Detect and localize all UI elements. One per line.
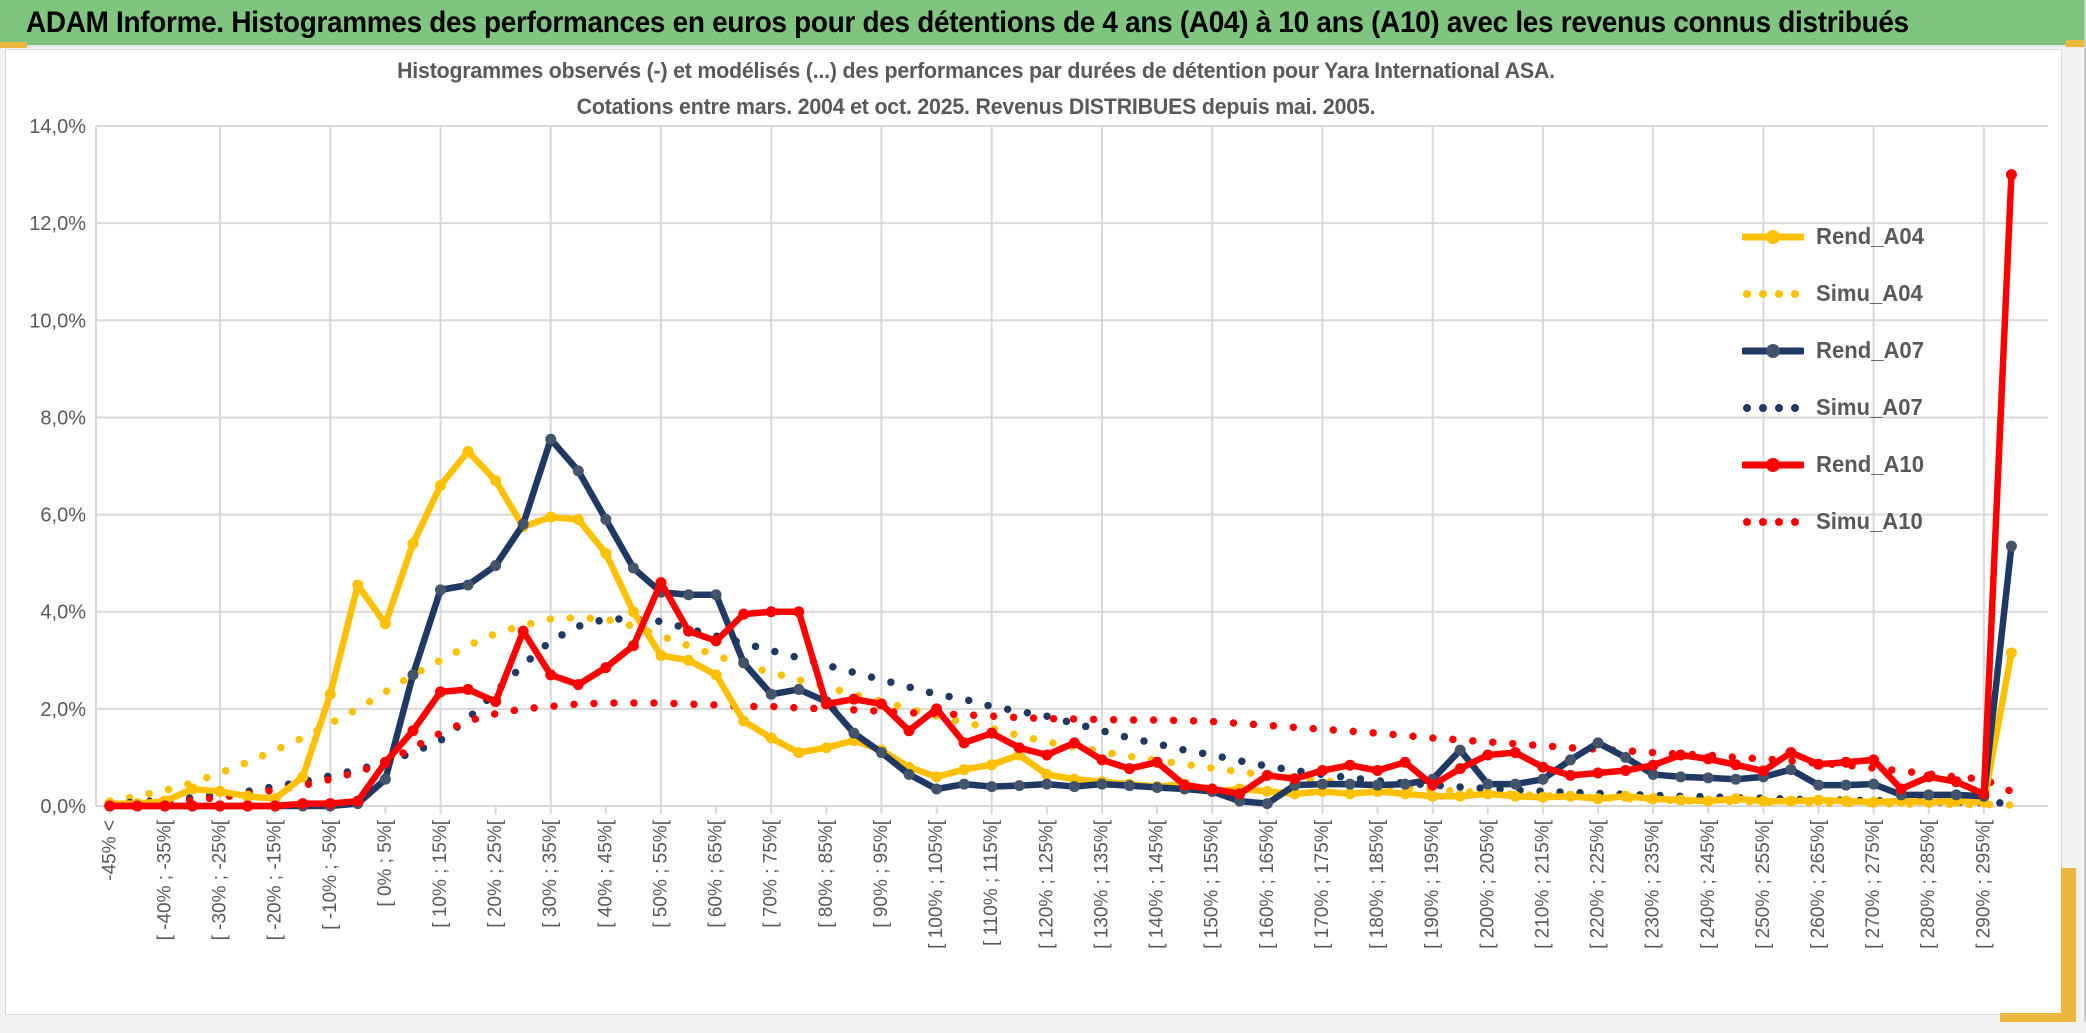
legend-swatch-simu-a10 (1742, 511, 1806, 533)
svg-text:[ 30% ; 35%[: [ 30% ; 35%[ (540, 819, 561, 927)
svg-text:[ 170% ; 175%[: [ 170% ; 175%[ (1312, 819, 1333, 949)
banner-title: ADAM Informe. Histogrammes des performan… (26, 5, 1909, 39)
svg-text:[ -40% ; -35%[: [ -40% ; -35%[ (154, 819, 175, 940)
svg-text:[ 160% ; 165%[: [ 160% ; 165%[ (1257, 819, 1278, 949)
legend-label: Simu_A07 (1816, 394, 1923, 420)
legend-item-rend-a07[interactable]: Rend_A07 (1740, 322, 2002, 379)
svg-text:[ -30% ; -25%[: [ -30% ; -25%[ (210, 819, 231, 940)
bottom-strip (0, 1022, 2086, 1033)
svg-text:[ 250% ; 255%[: [ 250% ; 255%[ (1753, 819, 1774, 949)
svg-text:[ 290% ; 295%[: [ 290% ; 295%[ (1973, 819, 1994, 949)
legend: Rend_A04 Simu_A04 Rend_A07 Simu_A07 Rend… (1740, 208, 2002, 550)
svg-text:6,0%: 6,0% (40, 505, 86, 527)
chart-card[interactable]: Histogrammes observés (-) et modélisés (… (5, 49, 2062, 1015)
svg-text:[ 180% ; 185%[: [ 180% ; 185%[ (1367, 819, 1388, 949)
svg-text:[ 230% ; 235%[: [ 230% ; 235%[ (1643, 819, 1664, 949)
legend-label: Simu_A10 (1816, 508, 1923, 534)
chart-title-line1: Histogrammes observés (-) et modélisés (… (397, 58, 1555, 83)
svg-text:[ 110% ; 115%[: [ 110% ; 115%[ (981, 819, 1002, 946)
svg-text:[ 140% ; 145%[: [ 140% ; 145%[ (1147, 819, 1168, 949)
svg-text:-45% <: -45% < (99, 820, 120, 881)
legend-item-simu-a04[interactable]: Simu_A04 (1742, 265, 2002, 322)
svg-text:2,0%: 2,0% (40, 699, 86, 721)
svg-text:[ 20% ; 25%[: [ 20% ; 25%[ (485, 819, 506, 927)
svg-text:[ 10% ; 15%[: [ 10% ; 15%[ (430, 819, 451, 927)
svg-text:[ 190% ; 195%[: [ 190% ; 195%[ (1422, 819, 1443, 949)
banner-accent-left (0, 42, 27, 48)
svg-text:0,0%: 0,0% (40, 796, 86, 818)
banner: ADAM Informe. Histogrammes des performan… (0, 0, 2086, 47)
legend-label: Rend_A07 (1816, 337, 1924, 363)
legend-label: Simu_A04 (1816, 280, 1923, 306)
svg-text:[ 260% ; 265%[: [ 260% ; 265%[ (1808, 819, 1829, 949)
svg-text:[ -20% ; -15%[: [ -20% ; -15%[ (265, 819, 286, 940)
svg-text:[ -10% ; -5%[: [ -10% ; -5%[ (320, 819, 341, 930)
svg-text:[ 40% ; 45%[: [ 40% ; 45%[ (595, 819, 616, 927)
legend-swatch-simu-a07 (1742, 397, 1806, 419)
plot-area: 0,0% 2,0% 4,0% 6,0% 8,0% 10,0% 12,0% 14,0% -45% … (29, 116, 2048, 949)
legend-swatch-rend-a07 (1740, 340, 1806, 362)
svg-text:[ 0% ; 5%[: [ 0% ; 5%[ (375, 819, 396, 906)
svg-text:[ 50% ; 55%[: [ 50% ; 55%[ (650, 819, 671, 927)
svg-text:[ 280% ; 285%[: [ 280% ; 285%[ (1918, 819, 1939, 949)
svg-text:[ 270% ; 275%[: [ 270% ; 275%[ (1863, 819, 1884, 949)
svg-text:[ 150% ; 155%[: [ 150% ; 155%[ (1202, 819, 1223, 949)
chart-accent-right (2061, 868, 2076, 1024)
banner-accent-right (2066, 40, 2086, 47)
svg-text:[ 100% ; 105%[: [ 100% ; 105%[ (926, 819, 947, 949)
svg-text:10,0%: 10,0% (29, 310, 86, 332)
svg-text:[ 130% ; 135%[: [ 130% ; 135%[ (1091, 819, 1112, 949)
legend-item-simu-a10[interactable]: Simu_A10 (1742, 493, 2002, 550)
chart-title-line2: Cotations entre mars. 2004 et oct. 2025.… (576, 94, 1376, 119)
legend-item-simu-a07[interactable]: Simu_A07 (1742, 379, 2002, 436)
svg-text:14,0%: 14,0% (29, 116, 86, 138)
svg-text:[ 90% ; 95%[: [ 90% ; 95%[ (871, 819, 892, 927)
svg-text:[ 240% ; 245%[: [ 240% ; 245%[ (1698, 819, 1719, 949)
svg-text:[ 220% ; 225%[: [ 220% ; 225%[ (1588, 819, 1609, 949)
legend-label: Rend_A10 (1816, 451, 1924, 477)
svg-text:4,0%: 4,0% (40, 602, 86, 624)
legend-item-rend-a10[interactable]: Rend_A10 (1740, 436, 2002, 493)
svg-text:12,0%: 12,0% (29, 213, 86, 235)
svg-text:[ 210% ; 215%[: [ 210% ; 215%[ (1532, 819, 1553, 949)
svg-text:8,0%: 8,0% (40, 407, 86, 429)
chart-accent-bottom (2000, 1013, 2076, 1024)
legend-label: Rend_A04 (1816, 223, 1924, 249)
svg-text:[ 60% ; 65%[: [ 60% ; 65%[ (706, 819, 727, 927)
legend-swatch-rend-a04 (1740, 226, 1806, 248)
legend-swatch-rend-a10 (1740, 454, 1806, 476)
svg-text:[ 200% ; 205%[: [ 200% ; 205%[ (1477, 819, 1498, 949)
legend-swatch-simu-a04 (1742, 283, 1806, 305)
svg-text:[ 70% ; 75%[: [ 70% ; 75%[ (761, 819, 782, 927)
svg-text:[ 80% ; 85%[: [ 80% ; 85%[ (816, 819, 837, 927)
svg-text:[ 120% ; 125%[: [ 120% ; 125%[ (1036, 819, 1057, 949)
legend-item-rend-a04[interactable]: Rend_A04 (1740, 208, 2002, 265)
screen-edge (2084, 0, 2086, 1033)
